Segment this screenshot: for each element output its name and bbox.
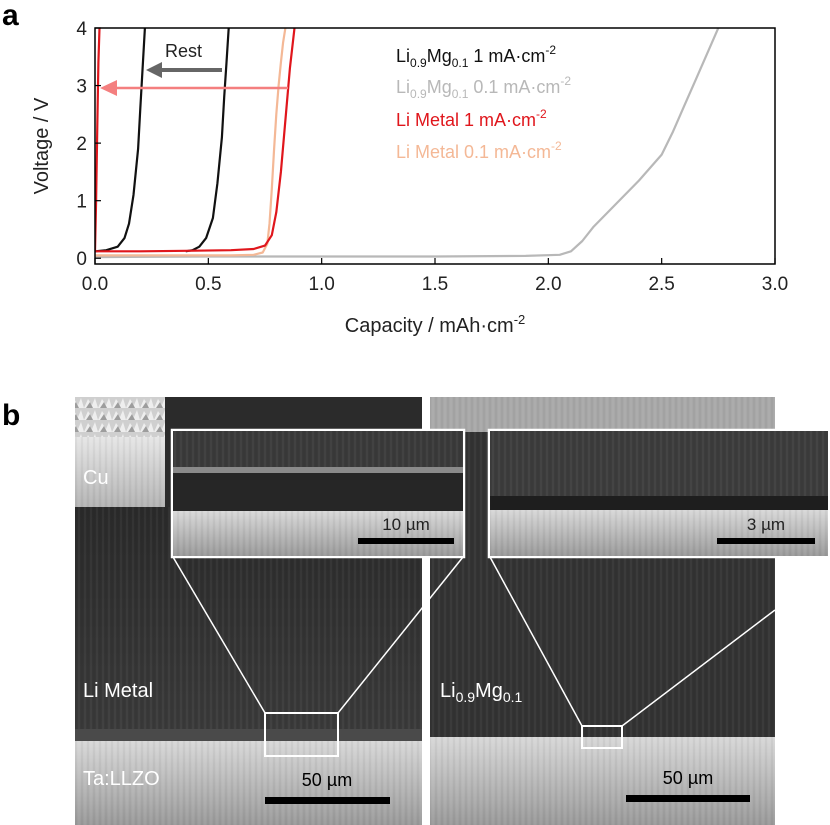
y-tick-label: 0 [76,249,87,270]
inset-scalebar-right [717,538,815,544]
y-tick-label: 4 [76,19,87,40]
voltage-capacity-plot: Rest 0.0 0.5 1.0 1.5 2.0 2.5 3.0 0 1 2 3 4 Capacity… [31,19,788,337]
rest-arrow-head [146,62,162,78]
layer-label-llzo: Ta:LLZO [83,768,160,790]
inset-li-mg: 3 µm [487,428,830,559]
scalebar-right [626,795,750,802]
scalebar-left [265,797,390,804]
layer-label-cu: Cu [83,467,109,489]
zoom-line [489,556,583,727]
y-tick-label: 3 [76,77,87,98]
layer-label-li-mg: Li0.9Mg0.1 [440,680,523,705]
sem-image-li-metal [75,397,422,825]
x-tick-label: 3.0 [762,274,788,295]
legend-entry: Li0.9Mg0.1 0.1 mA·cm-2 [396,74,571,101]
x-tick-label: 2.0 [535,274,561,295]
zoom-line [337,556,464,714]
x-tick-label: 0.5 [195,274,221,295]
series-line-2 [95,28,146,253]
legend-entry: Li Metal 1 mA·cm-2 [396,107,547,130]
zoom-line [621,609,776,727]
x-tick-label: 0.0 [82,274,108,295]
x-axis-label: Capacity / mAh·cm-2 [345,312,526,337]
panel-b-label: b [2,399,20,432]
series-line-1 [95,28,287,257]
zoom-box-right [581,725,623,749]
series-line-0 [95,28,720,259]
scalebar-right-label: 50 µm [663,768,713,788]
series-line-4 [95,28,296,253]
inset-scalebar-left-label: 10 µm [382,515,430,534]
x-tick-label: 1.0 [308,274,334,295]
layer-label-li-metal: Li Metal [83,680,153,702]
legend: Li0.9Mg0.1 1 mA·cm-2 Li0.9Mg0.1 0.1 mA·c… [396,43,571,162]
pink-arrow-head [100,80,117,96]
rest-annotation: Rest [165,41,202,61]
zoom-box-left [264,712,339,757]
x-tick-label: 2.5 [648,274,674,295]
ticks-layer: 0.0 0.5 1.0 1.5 2.0 2.5 3.0 0 1 2 3 4 [76,19,788,295]
x-tick-label: 1.5 [422,274,448,295]
y-tick-label: 1 [76,192,87,213]
zoom-line [172,556,266,714]
legend-entry: Li Metal 0.1 mA·cm-2 [396,139,562,162]
inset-li-metal: 10 µm [170,428,466,559]
panel-a-label: a [2,0,19,32]
y-tick-label: 2 [76,134,87,155]
inset-scalebar-left [358,538,454,544]
y-axis-label: Voltage / V [31,97,53,194]
scalebar-left-label: 50 µm [302,770,352,790]
inset-scalebar-right-label: 3 µm [747,515,785,534]
legend-entry: Li0.9Mg0.1 1 mA·cm-2 [396,43,556,70]
series-line-3 [185,28,230,253]
